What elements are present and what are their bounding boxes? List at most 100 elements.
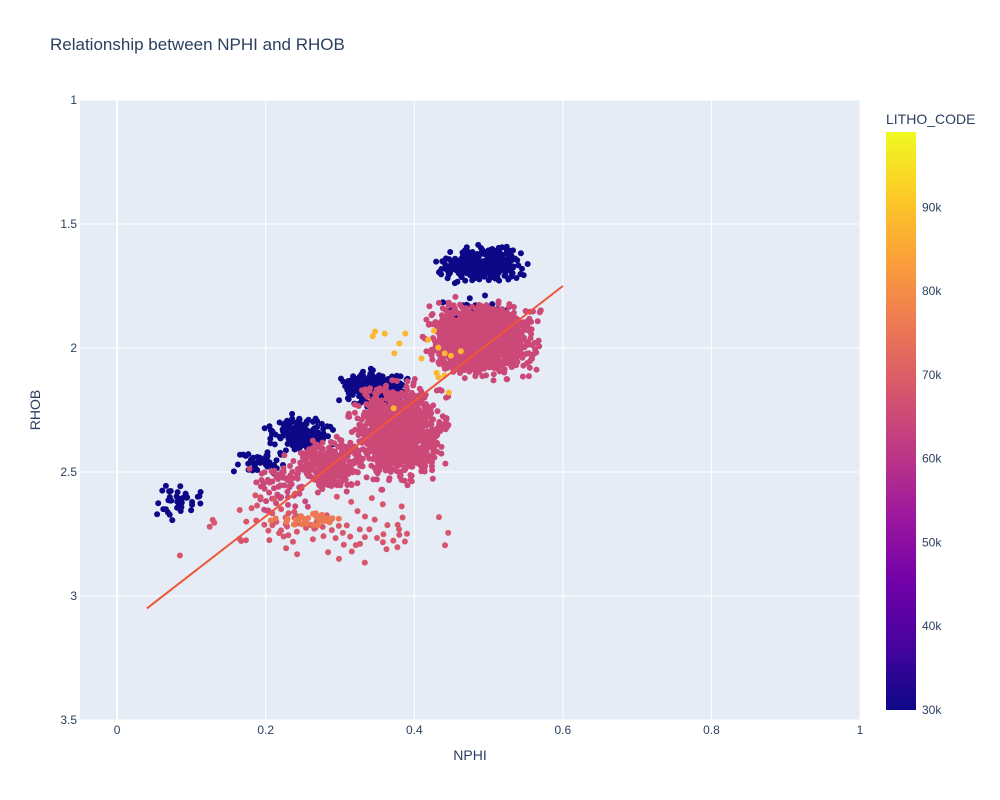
data-point bbox=[366, 440, 373, 447]
data-point bbox=[327, 439, 334, 445]
data-point bbox=[434, 340, 440, 346]
data-point bbox=[294, 425, 301, 432]
data-point bbox=[479, 373, 486, 380]
data-point bbox=[288, 432, 295, 439]
data-point bbox=[419, 412, 426, 419]
data-point bbox=[154, 511, 161, 518]
data-point bbox=[402, 399, 409, 406]
data-point bbox=[326, 519, 333, 526]
data-point bbox=[469, 364, 476, 371]
data-point bbox=[290, 538, 296, 545]
data-point bbox=[446, 301, 453, 308]
data-point bbox=[281, 452, 288, 459]
data-point bbox=[155, 500, 162, 507]
data-point bbox=[446, 361, 453, 368]
data-point bbox=[278, 494, 285, 501]
data-point bbox=[383, 382, 389, 389]
data-point bbox=[514, 325, 521, 331]
data-point bbox=[384, 459, 391, 466]
data-point bbox=[405, 459, 412, 466]
data-point bbox=[520, 272, 527, 279]
data-point bbox=[267, 440, 274, 447]
data-point bbox=[407, 476, 414, 483]
data-point bbox=[508, 332, 515, 339]
data-point bbox=[398, 503, 405, 510]
data-point bbox=[367, 365, 374, 372]
data-point bbox=[344, 481, 351, 488]
data-point bbox=[353, 455, 360, 462]
data-point bbox=[418, 388, 425, 395]
data-point bbox=[278, 506, 285, 513]
data-point bbox=[517, 346, 524, 353]
data-point bbox=[429, 311, 436, 317]
data-point bbox=[391, 350, 398, 357]
data-point bbox=[294, 466, 301, 473]
data-point bbox=[319, 514, 326, 521]
y-tick-label: 3.5 bbox=[60, 713, 77, 727]
data-point bbox=[443, 417, 450, 423]
data-point bbox=[282, 447, 289, 454]
data-point bbox=[476, 330, 483, 337]
data-point bbox=[283, 518, 290, 525]
data-point bbox=[379, 501, 386, 508]
data-point bbox=[496, 277, 503, 284]
data-point bbox=[519, 373, 526, 380]
data-point bbox=[482, 292, 488, 299]
data-point bbox=[368, 462, 375, 469]
data-point bbox=[265, 463, 272, 469]
data-point bbox=[336, 555, 342, 562]
data-point bbox=[404, 530, 410, 537]
data-point bbox=[320, 533, 327, 540]
data-point bbox=[445, 271, 452, 278]
data-point bbox=[485, 320, 492, 326]
data-point bbox=[433, 387, 440, 394]
data-point bbox=[349, 460, 356, 467]
data-point bbox=[379, 539, 386, 546]
data-point bbox=[275, 483, 282, 490]
data-point bbox=[410, 420, 417, 426]
data-point bbox=[491, 272, 498, 279]
data-point bbox=[394, 544, 401, 551]
data-point bbox=[285, 501, 291, 508]
data-point bbox=[537, 307, 544, 314]
data-point bbox=[514, 257, 521, 264]
y-tick-label: 1 bbox=[70, 93, 77, 107]
data-point bbox=[287, 463, 293, 469]
data-point bbox=[167, 497, 174, 504]
data-point bbox=[338, 437, 345, 444]
data-point bbox=[286, 482, 293, 489]
data-point bbox=[261, 425, 268, 432]
data-point bbox=[300, 466, 306, 473]
data-point bbox=[328, 527, 335, 534]
data-point bbox=[436, 269, 442, 276]
data-point bbox=[162, 482, 169, 489]
data-point bbox=[293, 528, 300, 535]
data-point bbox=[321, 462, 328, 468]
data-point bbox=[273, 457, 280, 464]
data-point bbox=[366, 373, 373, 380]
data-point bbox=[356, 526, 363, 533]
data-point bbox=[395, 449, 402, 456]
data-point bbox=[271, 441, 278, 448]
data-point bbox=[266, 537, 273, 544]
data-point bbox=[351, 409, 358, 416]
data-point bbox=[194, 493, 201, 500]
data-point bbox=[389, 377, 396, 384]
data-point bbox=[319, 439, 326, 446]
data-point bbox=[325, 433, 331, 440]
y-axis-title: RHOB bbox=[27, 390, 43, 430]
data-point bbox=[410, 457, 417, 464]
data-point bbox=[333, 433, 340, 440]
data-point bbox=[267, 517, 274, 524]
data-point bbox=[505, 276, 512, 283]
data-point bbox=[178, 504, 185, 511]
data-point bbox=[404, 378, 411, 385]
data-point bbox=[260, 480, 267, 487]
data-point bbox=[272, 515, 279, 522]
data-point bbox=[525, 350, 532, 357]
data-point bbox=[243, 518, 250, 525]
data-point bbox=[370, 395, 377, 402]
data-point bbox=[503, 350, 510, 357]
data-point bbox=[492, 365, 498, 372]
y-tick-label: 1.5 bbox=[60, 217, 77, 231]
